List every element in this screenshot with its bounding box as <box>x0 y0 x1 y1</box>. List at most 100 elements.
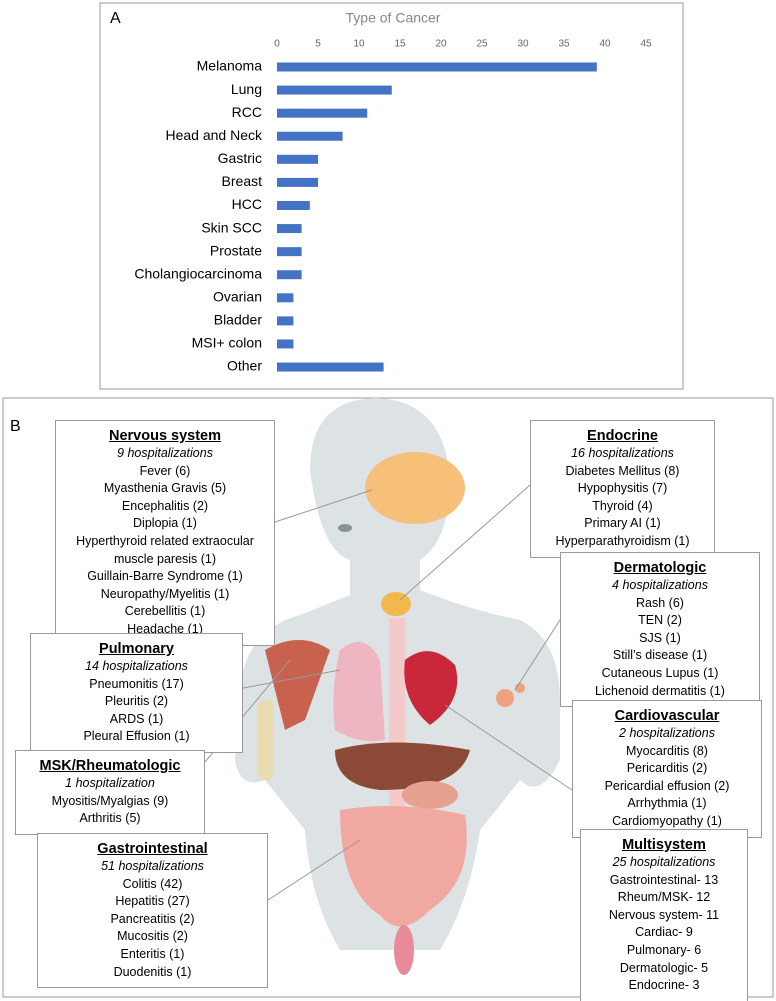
hospitalization-count: 2 hospitalizations <box>619 726 715 740</box>
event-item: Cutaneous Lupus (1) <box>601 665 719 680</box>
bar <box>277 200 310 210</box>
body-illustration <box>235 398 560 975</box>
event-item: Arthritis (5) <box>79 811 141 826</box>
event-item: Colitis (42) <box>122 876 183 891</box>
panel-label: A <box>110 10 121 27</box>
event-item: ARDS (1) <box>109 711 164 726</box>
hospitalization-count: 4 hospitalizations <box>612 578 708 592</box>
bar <box>277 270 302 280</box>
bar <box>277 316 294 326</box>
system-name: Endocrine <box>587 428 658 444</box>
y-tick-label: Skin SCC <box>201 219 262 235</box>
bar <box>277 339 294 349</box>
bar <box>277 154 318 164</box>
system-name: MSK/Rheumatologic <box>39 758 181 774</box>
event-item: Headache (1) <box>127 621 203 636</box>
event-item: Fever (6) <box>139 463 191 478</box>
chart-title: Type of Cancer <box>346 10 441 26</box>
event-item: Rheum/MSK- 12 <box>617 890 711 905</box>
x-tick-label: 40 <box>599 39 611 50</box>
organ-system-box: Multisystem 25 hospitalizations Gastrointe… <box>580 829 748 1001</box>
event-item: Cerebellitis (1) <box>124 604 206 619</box>
organ-system-box: MSK/Rheumatologic 1 hospitalization Myosit… <box>15 750 205 835</box>
event-item: Gastrointestinal- 13 <box>609 872 719 887</box>
y-tick-label: RCC <box>232 104 262 120</box>
x-tick-label: 30 <box>517 39 529 50</box>
system-name: Cardiovascular <box>614 708 720 724</box>
event-item: TEN (2) <box>638 613 682 628</box>
y-tick-label: Cholangiocarcinoma <box>134 265 262 281</box>
organ-system-box: Dermatologic 4 hospitalizations Rash (6) TE… <box>560 552 760 708</box>
hospitalization-count: 9 hospitalizations <box>117 446 213 460</box>
y-tick-label: Breast <box>222 173 263 189</box>
organ-system-box: Cardiovascular 2 hospitalizations Myocardi… <box>572 700 762 838</box>
x-tick-label: 0 <box>274 39 280 50</box>
organ-system-box: Gastrointestinal 51 hospitalizations Colit… <box>37 833 268 989</box>
bar <box>277 131 343 141</box>
event-item: Hepatitis (27) <box>115 894 190 909</box>
event-item: Myocarditis (8) <box>626 743 708 758</box>
y-tick-label: Other <box>227 358 262 374</box>
event-item: Pancreatitis (2) <box>110 911 195 926</box>
system-name: Nervous system <box>108 428 222 444</box>
y-tick-label: Melanoma <box>197 58 263 74</box>
system-name: Gastrointestinal <box>97 841 208 857</box>
event-item: Nervous system- 11 <box>608 907 720 922</box>
y-tick-label: Ovarian <box>213 289 262 305</box>
panel-label: B <box>10 418 21 435</box>
event-item: Duodenitis (1) <box>113 964 192 979</box>
bar <box>277 62 597 72</box>
event-item: Enteritis (1) <box>120 946 185 961</box>
hospitalization-count: 25 hospitalizations <box>612 855 716 869</box>
event-item: Hyperparathyroidism (1) <box>555 533 690 548</box>
panel-a-frame <box>99 2 684 390</box>
event-item: Lichenoid dermatitis (1) <box>595 683 725 698</box>
event-item: Hypophysitis (7) <box>577 481 668 496</box>
event-item: Pericarditis (2) <box>626 761 708 776</box>
bar <box>277 224 302 234</box>
hospitalization-count: 14 hospitalizations <box>85 659 188 673</box>
event-item: Diplopia (1) <box>133 516 197 531</box>
event-item: Pulmonary- 6 <box>626 942 702 957</box>
event-item: Pericardial effusion (2) <box>604 778 730 793</box>
event-item: Myositis/Myalgias (9) <box>51 793 169 808</box>
organ-system-box: Nervous system 9 hospitalizations Fever (6… <box>55 420 275 646</box>
y-tick-label: MSI+ colon <box>192 335 262 351</box>
bar <box>277 247 302 257</box>
y-tick-label: Gastric <box>218 150 262 166</box>
y-tick-label: HCC <box>232 196 262 212</box>
event-item: Pneumonitis (17) <box>89 676 184 691</box>
organ-system-box: Endocrine 16 hospitalizations Diabetes Mel… <box>530 420 715 558</box>
event-item: Cardiomyopathy (1) <box>612 813 722 828</box>
event-item: SJS (1) <box>639 630 681 645</box>
event-item: Primary AI (1) <box>584 516 661 531</box>
x-tick-label: 45 <box>640 39 652 50</box>
event-item: Endocrine- 3 <box>628 978 700 993</box>
x-tick-label: 10 <box>353 39 365 50</box>
event-item: Guillain-Barre Syndrome (1) <box>87 569 243 584</box>
system-name: Dermatologic <box>613 560 707 576</box>
hospitalization-count: 16 hospitalizations <box>571 446 674 460</box>
bar <box>277 362 384 372</box>
event-item: Hyperthyroid related extraocular muscle … <box>76 533 254 566</box>
y-tick-label: Lung <box>231 81 262 97</box>
event-item: Dermatologic- 5 <box>619 960 709 975</box>
y-tick-label: Prostate <box>210 242 262 258</box>
x-tick-label: 35 <box>558 39 570 50</box>
event-item: Pleural Effusion (1) <box>83 729 190 744</box>
event-item: Thyroid (4) <box>592 498 653 513</box>
event-item: Mucositis (2) <box>117 929 188 944</box>
event-item: Neuropathy/Myelitis (1) <box>100 586 230 601</box>
bar <box>277 85 392 95</box>
event-item: Diabetes Mellitus (8) <box>565 463 680 478</box>
system-name: Multisystem <box>622 837 706 853</box>
bar <box>277 293 294 303</box>
organ-system-box: Pulmonary 14 hospitalizations Pneumonitis … <box>30 633 243 753</box>
y-tick-label: Head and Neck <box>165 127 263 143</box>
event-item: Arrhythmia (1) <box>627 796 707 811</box>
event-item: Rash (6) <box>636 595 684 610</box>
event-item: Still’s disease (1) <box>612 648 708 663</box>
bar <box>277 108 368 118</box>
bar <box>277 177 318 187</box>
